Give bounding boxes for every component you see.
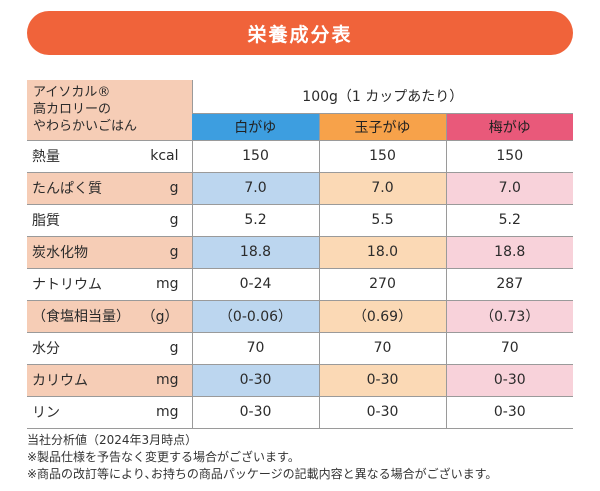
value-tamago: 0-30 [318, 396, 446, 429]
nutrient-label: カリウム mg [27, 364, 192, 397]
value-tamago: 70 [318, 332, 446, 365]
value-ume: 70 [445, 332, 574, 365]
product-name-line2: やわらかいごはん [33, 119, 138, 135]
table-row: カリウム mg 0-30 0-30 0-30 [27, 364, 574, 397]
table-row: ナトリウム mg 0-24 270 287 [27, 268, 574, 301]
value-tamago: （0.69） [318, 300, 446, 333]
table-row: （食塩相当量） （g） （0-0.06） （0.69） （0.73） [27, 300, 574, 333]
value-ume: 287 [445, 268, 574, 301]
footnotes: 当社分析値（2024年3月時点） ※製品仕様を予告なく変更する場合がございます。… [27, 432, 497, 483]
nutrient-label: ナトリウム mg [27, 268, 192, 301]
value-white: 0-24 [191, 268, 319, 301]
flavor-header-ume: 梅がゆ [445, 113, 574, 141]
table-row: 炭水化物 g 18.8 18.0 18.8 [27, 236, 574, 269]
table-row: 熱量 kcal 150 150 150 [27, 140, 574, 173]
value-ume: 150 [445, 140, 574, 173]
value-ume: （0.73） [445, 300, 574, 333]
value-white: （0-0.06） [191, 300, 319, 333]
value-tamago: 7.0 [318, 172, 446, 205]
nutrition-table: アイソカル® 高カロリーの やわらかいごはん 100g（1 カップあたり） 白が… [27, 80, 574, 429]
value-ume: 7.0 [445, 172, 574, 205]
value-tamago: 5.5 [318, 204, 446, 237]
spec-change-note: ※製品仕様を予告なく変更する場合がございます。 [27, 450, 300, 464]
product-name-line1: 高カロリーの [33, 102, 112, 118]
nutrient-label: （食塩相当量） （g） [27, 300, 192, 333]
package-difference-note: ※商品の改訂等により､お持ちの商品パッケージの記載内容と異なる場合がございます。 [27, 467, 498, 481]
nutrient-label: 水分 g [27, 332, 192, 365]
value-tamago: 270 [318, 268, 446, 301]
value-tamago: 150 [318, 140, 446, 173]
nutrient-label: リン mg [27, 396, 192, 429]
product-name-cell: アイソカル® 高カロリーの やわらかいごはん [27, 80, 192, 141]
value-white: 70 [191, 332, 319, 365]
value-ume: 0-30 [445, 364, 574, 397]
value-white: 7.0 [191, 172, 319, 205]
flavor-header-tamago: 玉子がゆ [318, 113, 446, 141]
serving-size-header: 100g（1 カップあたり） [191, 80, 574, 114]
value-ume: 18.8 [445, 236, 574, 269]
value-white: 0-30 [191, 396, 319, 429]
value-white: 5.2 [191, 204, 319, 237]
value-ume: 0-30 [445, 396, 574, 429]
table-row: 脂質 g 5.2 5.5 5.2 [27, 204, 574, 237]
value-tamago: 0-30 [318, 364, 446, 397]
table-row: たんぱく質 g 7.0 7.0 7.0 [27, 172, 574, 205]
nutrient-label: 脂質 g [27, 204, 192, 237]
analysis-note: 当社分析値（2024年3月時点） [27, 433, 198, 447]
value-white: 0-30 [191, 364, 319, 397]
nutrient-label: たんぱく質 g [27, 172, 192, 205]
page-title: 栄養成分表 [247, 23, 353, 46]
title-banner: 栄養成分表 [27, 11, 573, 55]
value-white: 18.8 [191, 236, 319, 269]
value-white: 150 [191, 140, 319, 173]
table-row: リン mg 0-30 0-30 0-30 [27, 396, 574, 429]
value-ume: 5.2 [445, 204, 574, 237]
product-brand: アイソカル® [33, 85, 111, 101]
nutrient-label: 熱量 kcal [27, 140, 192, 173]
nutrient-label: 炭水化物 g [27, 236, 192, 269]
flavor-header-white: 白がゆ [192, 113, 319, 141]
table-row: 水分 g 70 70 70 [27, 332, 574, 365]
value-tamago: 18.0 [318, 236, 446, 269]
